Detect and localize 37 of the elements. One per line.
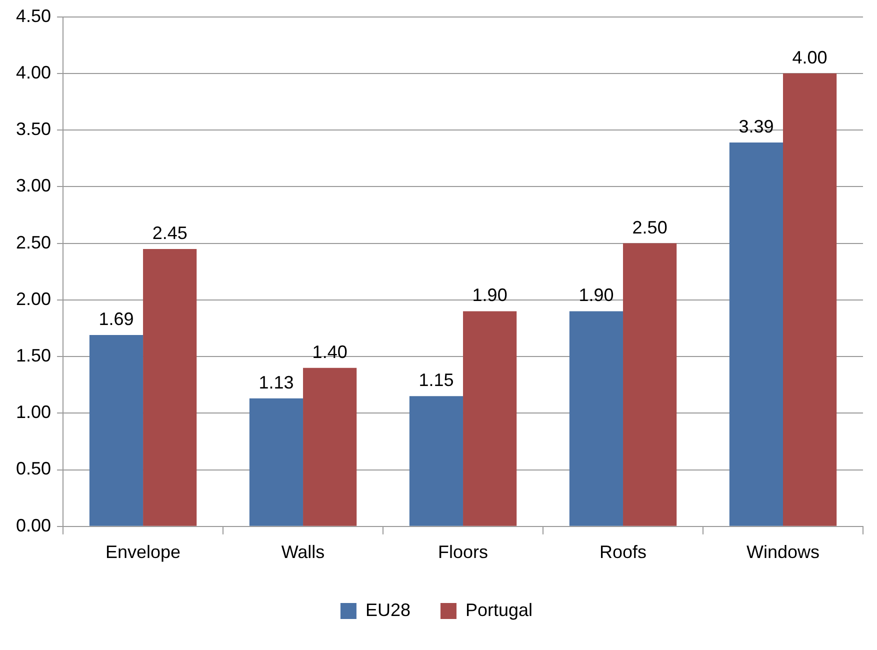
y-tick-label: 3.00 <box>16 176 52 196</box>
bar <box>569 311 624 526</box>
data-label: 1.13 <box>258 372 294 392</box>
y-tick-label: 2.00 <box>16 288 52 309</box>
legend-label: EU28 <box>365 600 410 620</box>
data-label: 1.69 <box>98 308 134 329</box>
y-tick-label: 1.50 <box>16 346 52 366</box>
data-label: 1.90 <box>472 285 508 306</box>
x-tick-label: Windows <box>746 542 820 562</box>
data-label: 1.40 <box>312 342 348 362</box>
y-tick-label: 1.00 <box>16 402 52 422</box>
x-tick-label: Roofs <box>599 542 647 562</box>
bar <box>409 396 464 526</box>
bar <box>463 311 517 526</box>
bar <box>623 243 677 526</box>
data-label: 2.50 <box>632 217 668 238</box>
bar <box>143 248 197 526</box>
x-tick-label: Envelope <box>106 542 181 562</box>
data-label: 1.15 <box>418 370 454 390</box>
data-label: 1.90 <box>578 285 614 306</box>
y-tick-label: 0.00 <box>16 515 52 536</box>
y-tick-label: 4.00 <box>16 62 52 82</box>
y-tick-label: 2.50 <box>16 232 52 252</box>
y-tick-label: 4.50 <box>16 6 52 26</box>
y-tick-label: 0.50 <box>16 458 52 479</box>
data-label: 2.45 <box>152 222 188 243</box>
bar <box>729 142 784 526</box>
bar <box>783 73 837 526</box>
data-label: 4.00 <box>792 47 828 68</box>
x-tick-label: Floors <box>438 542 488 562</box>
x-tick-label: Walls <box>281 542 325 562</box>
data-label: 3.39 <box>738 116 774 136</box>
bar <box>303 368 357 526</box>
y-tick-label: 3.50 <box>16 119 52 140</box>
bar <box>89 335 144 526</box>
bar <box>249 398 304 526</box>
legend-label: Portugal <box>465 600 533 620</box>
